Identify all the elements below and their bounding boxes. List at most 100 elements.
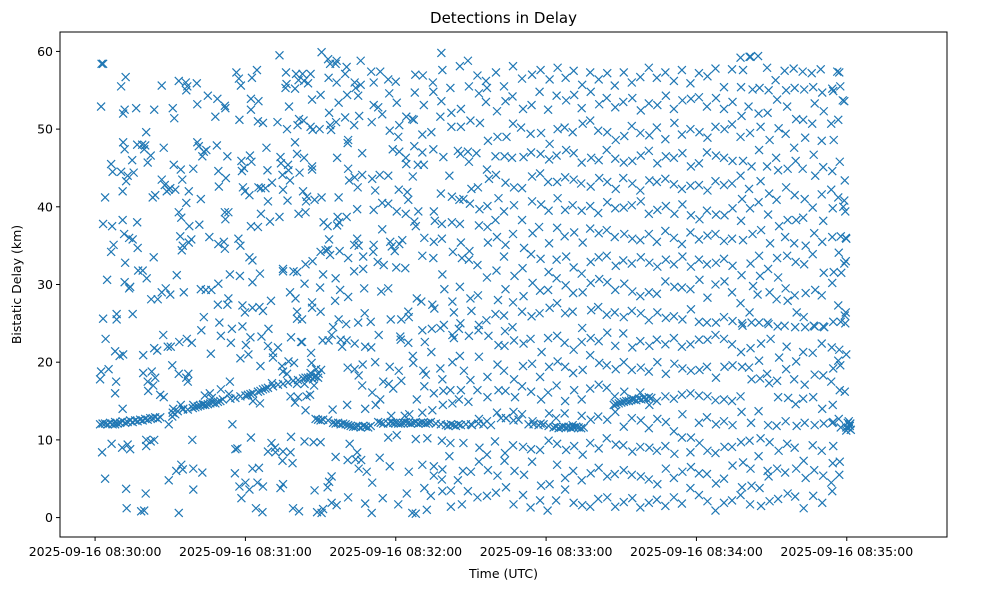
data-point <box>455 149 465 159</box>
data-point <box>373 417 383 427</box>
data-point <box>585 67 595 77</box>
data-point <box>827 278 837 288</box>
data-point <box>835 157 845 167</box>
data-point <box>367 478 377 488</box>
data-point <box>421 419 431 428</box>
data-point <box>619 131 629 141</box>
data-point <box>754 197 763 207</box>
data-point <box>456 104 466 114</box>
data-point <box>578 287 588 297</box>
data-point <box>781 416 791 426</box>
data-point <box>375 67 385 77</box>
data-point <box>702 412 712 422</box>
data-point <box>192 78 202 88</box>
data-point <box>176 213 186 223</box>
data-point <box>808 203 818 213</box>
data-point <box>560 485 570 495</box>
data-point <box>163 342 173 352</box>
data-point <box>611 184 621 194</box>
data-point <box>263 196 273 206</box>
data-point <box>560 172 570 182</box>
data-point <box>652 414 662 424</box>
data-point <box>252 65 262 75</box>
data-point <box>727 234 737 244</box>
data-point <box>418 366 428 376</box>
data-point <box>561 73 571 83</box>
data-point <box>703 133 712 143</box>
data-point <box>396 419 406 428</box>
data-point <box>292 307 302 317</box>
data-point <box>230 393 240 403</box>
data-point <box>561 445 571 455</box>
data-point <box>234 74 244 84</box>
data-point <box>353 182 363 192</box>
data-point <box>703 71 712 81</box>
data-point <box>354 370 364 380</box>
data-point <box>300 437 309 446</box>
data-point <box>428 144 438 154</box>
data-point <box>428 78 438 87</box>
data-point <box>138 266 148 275</box>
data-point <box>120 418 130 428</box>
data-point <box>586 257 596 267</box>
data-point <box>798 213 808 223</box>
data-point <box>828 86 838 96</box>
data-point <box>840 175 850 185</box>
data-point <box>527 70 537 80</box>
data-point <box>116 81 126 91</box>
data-point <box>412 395 422 404</box>
x-tick-label: 2025-09-16 08:34:00 <box>630 544 763 559</box>
data-point <box>569 148 579 158</box>
data-point <box>358 264 368 274</box>
data-point <box>210 112 220 122</box>
data-point <box>277 361 287 371</box>
data-point <box>738 321 747 331</box>
data-point <box>527 457 537 467</box>
data-point <box>284 356 293 366</box>
data-point <box>193 402 203 411</box>
data-point <box>298 186 308 196</box>
data-point <box>392 430 402 440</box>
data-point <box>711 330 720 340</box>
data-point <box>585 438 595 448</box>
data-point <box>171 466 181 476</box>
data-point <box>330 296 340 306</box>
data-point <box>501 284 510 294</box>
data-point <box>278 266 288 276</box>
data-point <box>578 450 588 460</box>
data-point <box>660 339 670 349</box>
data-point <box>518 104 528 114</box>
data-point <box>602 145 612 155</box>
data-point <box>366 421 376 431</box>
data-point <box>685 284 695 294</box>
data-point <box>614 398 624 408</box>
data-point <box>552 91 562 101</box>
data-point <box>196 194 206 204</box>
data-point <box>107 221 117 231</box>
data-point <box>783 164 793 174</box>
data-point <box>465 199 475 209</box>
data-point <box>118 215 128 225</box>
data-point <box>610 102 620 112</box>
data-point <box>728 203 737 213</box>
data-point <box>509 182 519 192</box>
data-point <box>222 300 232 310</box>
data-point <box>225 269 235 279</box>
data-point <box>772 421 782 431</box>
data-point <box>278 479 288 489</box>
data-point <box>165 290 175 300</box>
data-point <box>772 294 782 304</box>
data-point <box>782 251 792 261</box>
data-point <box>560 338 570 348</box>
data-point <box>278 379 288 389</box>
data-point <box>624 396 634 406</box>
data-point <box>578 238 588 247</box>
data-point <box>423 418 433 428</box>
data-point <box>230 468 240 478</box>
data-point <box>635 128 645 138</box>
data-point <box>782 102 792 112</box>
data-point <box>610 285 620 295</box>
data-point <box>661 201 671 211</box>
data-point <box>611 440 621 449</box>
data-point <box>446 122 456 132</box>
